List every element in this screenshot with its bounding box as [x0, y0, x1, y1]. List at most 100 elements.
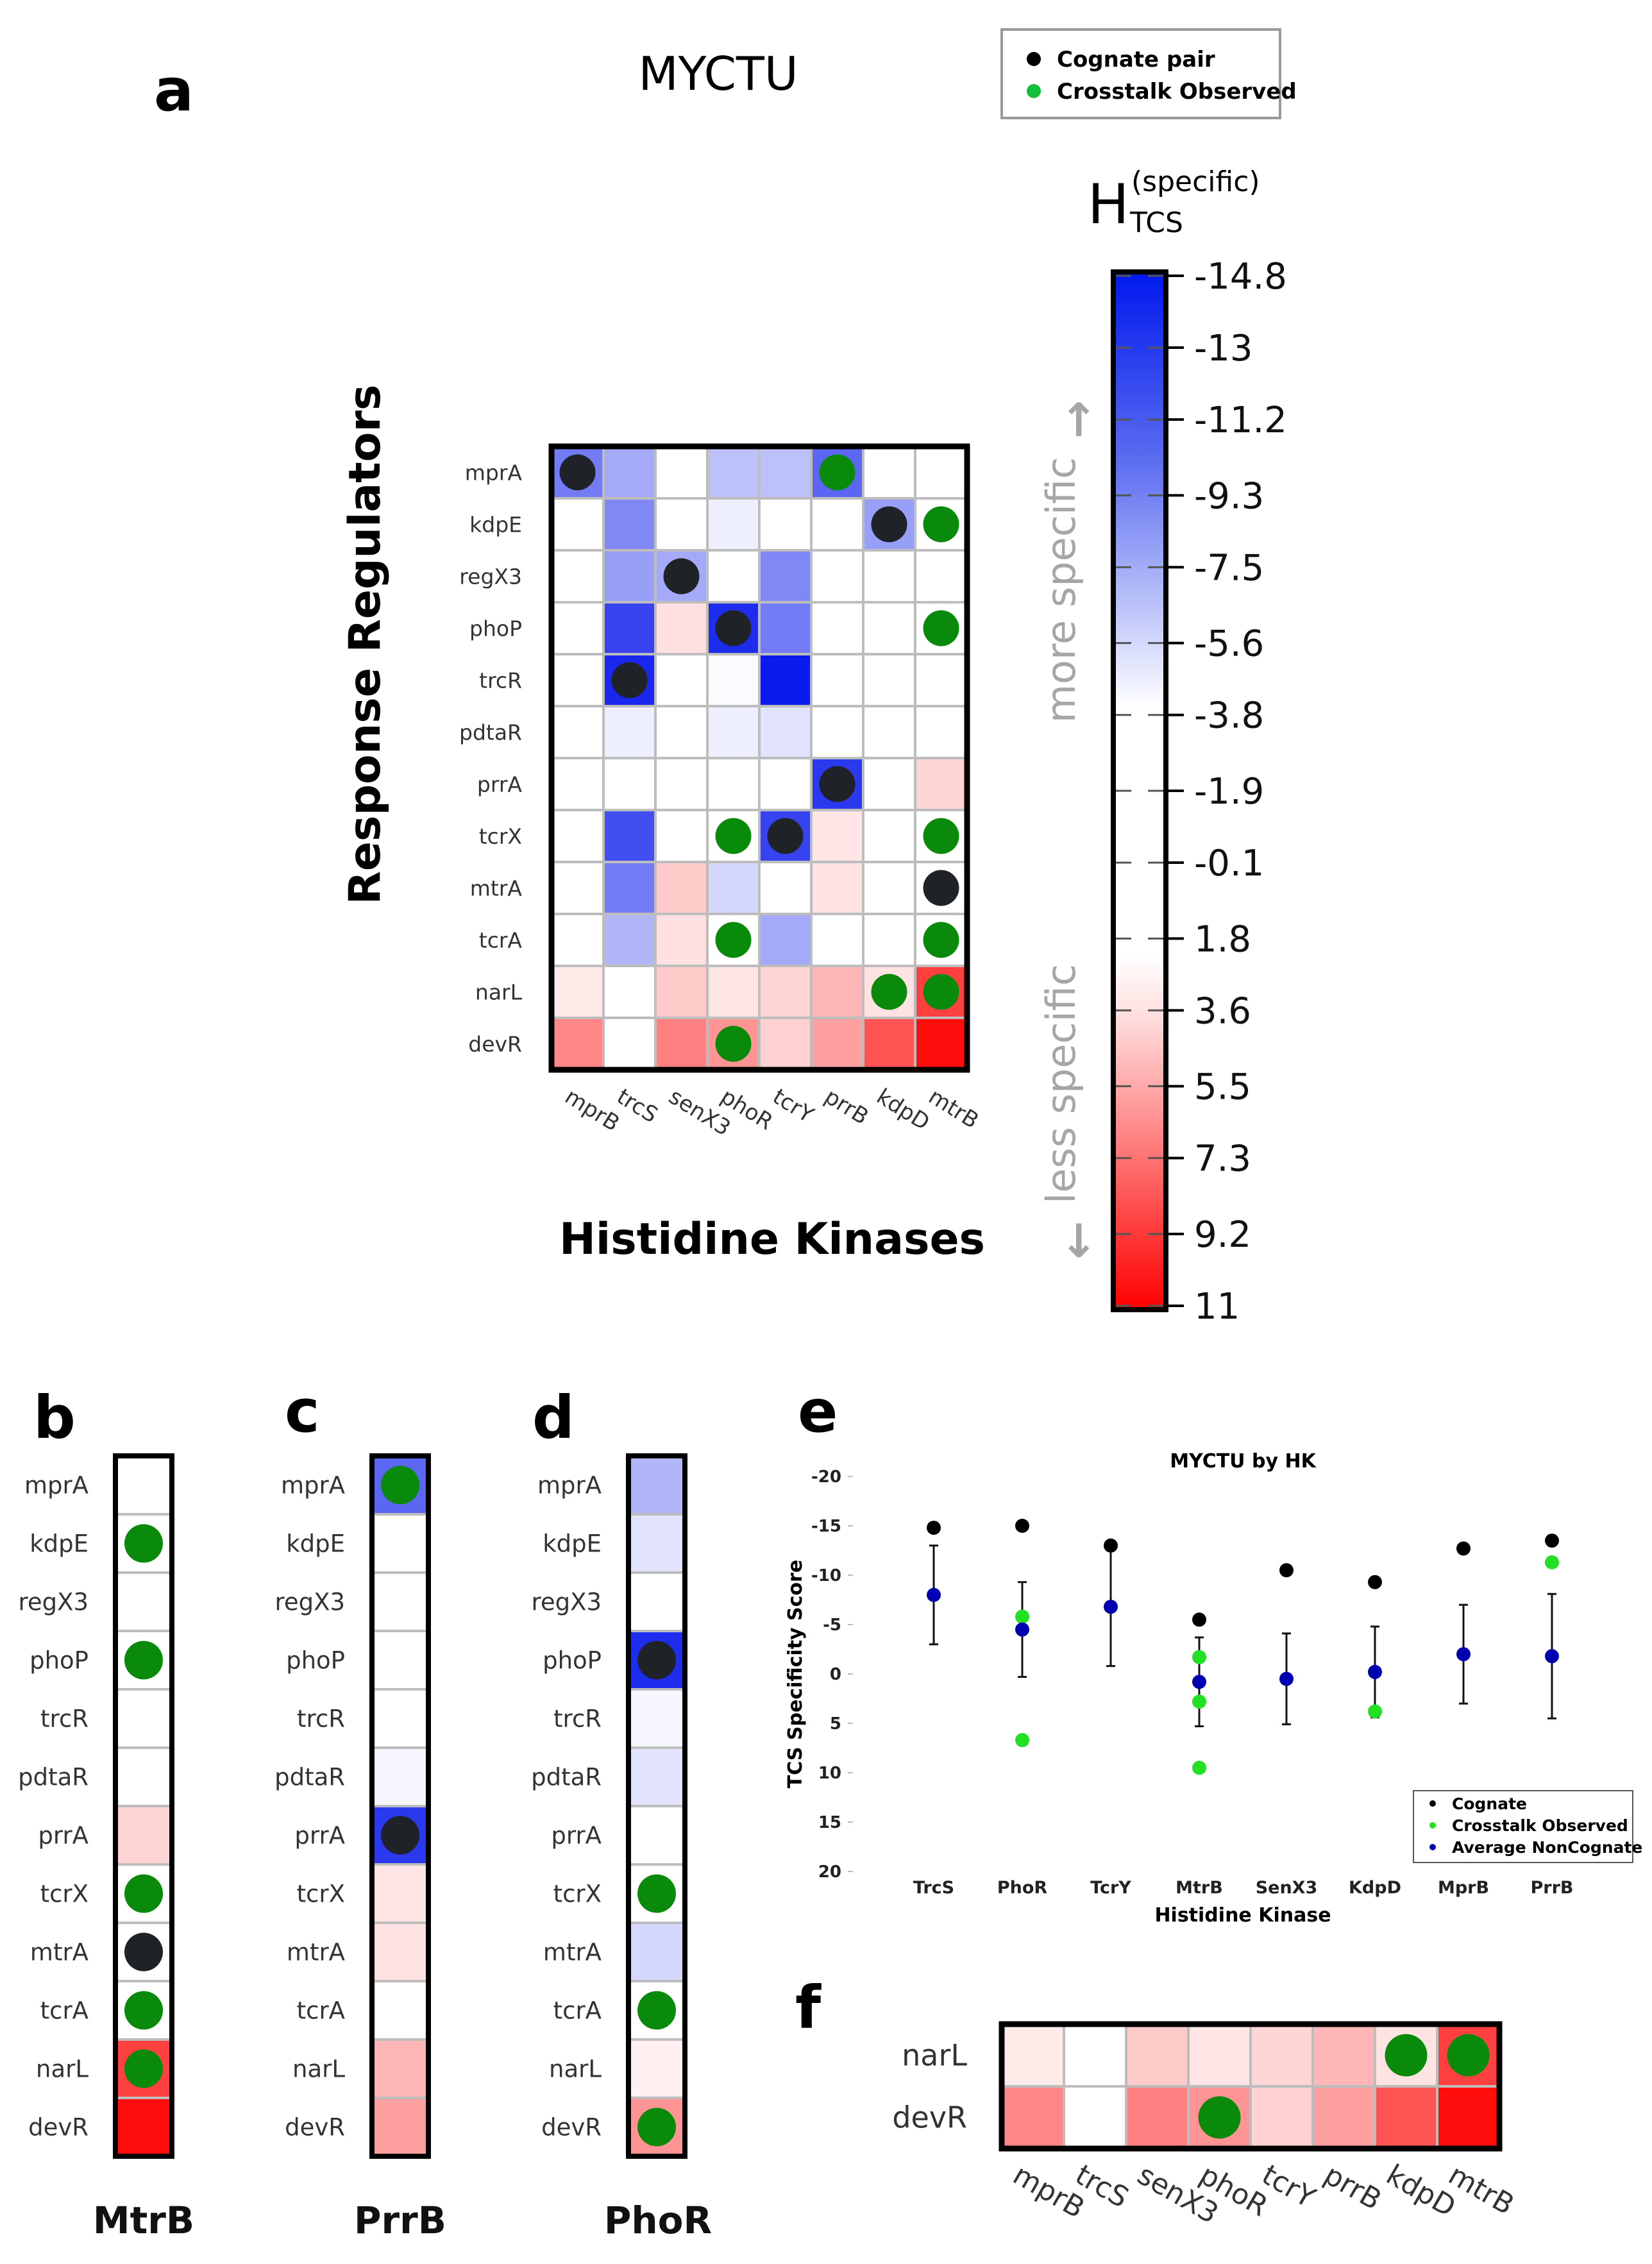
heatmap-a-cell-kdpE-tcrY: [758, 497, 813, 552]
panel-c-cell-regX3: [371, 1571, 430, 1632]
panel-a-title: MYCTU: [638, 47, 798, 101]
panel-d-frame: [626, 1453, 687, 2159]
panel-e-xtick-label-PrrB: PrrB: [1531, 1878, 1574, 1898]
cognate-dot-kdpE-kdpD: [871, 506, 907, 543]
heatmap-f-crosstalk-dot-narL-kdpD: [1385, 2034, 1428, 2077]
legend-cognate-marker: [1027, 52, 1041, 66]
crosstalk-dot-phoP-mtrB: [923, 610, 959, 646]
colorbar-tick-label-9: 1.8: [1194, 918, 1251, 960]
colorbar-tick-label-14: 11: [1194, 1286, 1240, 1328]
colorbar-tick-label-10: 3.6: [1194, 990, 1251, 1032]
colorbar-tick-label-4: -7.5: [1194, 547, 1264, 589]
panel-d-cell-mtrA: [627, 1922, 686, 1982]
heatmap-a-cell-trcR-tcrY: [758, 653, 813, 707]
legend-cognate-label: Cognate pair: [1057, 47, 1215, 72]
panel-b-cognate-dot-mtrA: [124, 1932, 163, 1972]
heatmap-a-cell-tcrX-kdpD: [862, 809, 916, 863]
heatmap-a-cell-narL-phoR: [706, 965, 761, 1019]
heatmap-a-cell-tcrA-prrB: [810, 913, 864, 967]
heatmap-f-row-label-devR: devR: [892, 2100, 967, 2135]
panel-f: narLdevRmprBtrcSsenX3phoRtcrYprrBkdpDmtr…: [892, 2021, 1519, 2231]
heatmap-a-cell-regX3-phoR: [706, 549, 761, 604]
panel-b-crosstalk-dot-tcrX: [124, 1874, 163, 1913]
col-label-tcrY: tcrY: [768, 1084, 818, 1128]
heatmap-a-cell-prrA-senX3: [654, 757, 709, 811]
heatmap-a-frame: [548, 443, 970, 1073]
heatmap-a-cell-phoP-mprB: [550, 601, 605, 655]
panel-e-marks: [927, 1519, 1559, 1775]
panel-e-crosstalk-point-PhoR-1: [1015, 1733, 1029, 1748]
panel-d-row-label-phoP: phoP: [543, 1647, 602, 1675]
heatmap-a-cell-prrA-mprB: [550, 757, 605, 811]
panel-c-row-label-prrA: prrA: [294, 1822, 345, 1850]
row-label-narL: narL: [475, 980, 523, 1005]
heatmap-a-cell-tcrA-kdpD: [862, 913, 916, 967]
panel-e-legend-noncognate-marker: [1429, 1844, 1436, 1850]
heatmap-a-cell-tcrA-mprB: [550, 913, 605, 967]
panel-e-xtick-label-MtrB: MtrB: [1176, 1878, 1223, 1898]
row-label-pdtaR: pdtaR: [459, 720, 522, 745]
panel-b-row-label-narL: narL: [36, 2056, 88, 2083]
heatmap-a-cell-pdtaR-prrB: [810, 705, 864, 759]
colorbar-tick-label-5: -5.6: [1194, 623, 1264, 665]
panel-b-crosstalk-dot-phoP: [124, 1641, 163, 1680]
panel-e-legend-cognate: Cognate: [1452, 1795, 1527, 1813]
panel-c-row-label-tcrX: tcrX: [297, 1880, 345, 1908]
heatmap-a-cell-phoP-senX3: [654, 601, 709, 655]
panel-label-a: a: [154, 56, 194, 124]
panel-e-noncognate-point-PrrB: [1545, 1649, 1559, 1664]
heatmap-a-cell-regX3-trcS: [602, 549, 657, 604]
heatmap-a-cell-narL-trcS: [602, 965, 657, 1019]
panel-e-ytick-label-8: 20: [818, 1863, 841, 1882]
panel-e-crosstalk-point-MtrB-2: [1192, 1650, 1206, 1664]
row-label-tcrA: tcrA: [479, 928, 523, 953]
row-label-prrA: prrA: [477, 772, 523, 797]
colorbar-tick-label-3: -9.3: [1194, 475, 1264, 517]
heatmap-a-cell-prrA-mtrB: [914, 757, 968, 811]
y-axis-title-a: Response Regulators: [340, 384, 391, 904]
heatmap-f-row-label-narL: narL: [902, 2038, 967, 2073]
heatmap-a-cell-pdtaR-kdpD: [862, 705, 916, 759]
row-label-kdpE: kdpE: [469, 512, 522, 537]
panel-d-row-label-narL: narL: [549, 2056, 602, 2083]
heatmap-a-cell-mprA-phoR: [706, 445, 761, 500]
heatmap-a-cell-narL-prrB: [810, 965, 864, 1019]
heatmap-a-cell-pdtaR-mprB: [550, 705, 605, 759]
panel-c-row-label-regX3: regX3: [274, 1589, 345, 1616]
heatmap-f-cell-narL-trcS: [1063, 2023, 1127, 2088]
panel-d-crosstalk-dot-tcrA: [637, 1991, 676, 2030]
panel-b-row-label-kdpE: kdpE: [30, 1530, 88, 1558]
heatmap-a-cell-phoP-trcS: [602, 601, 657, 655]
panel-c-frame: [369, 1453, 431, 2159]
heatmap-a-cell-mtrA-prrB: [810, 861, 864, 915]
row-label-devR: devR: [468, 1032, 522, 1057]
panel-c-row-label-kdpE: kdpE: [286, 1530, 345, 1558]
heatmap-f-cell-devR-tcrY: [1249, 2085, 1314, 2150]
heatmap-a-cell-prrA-phoR: [706, 757, 761, 811]
panel-e-cognate-point-KdpD: [1368, 1575, 1382, 1589]
crosstalk-dot-narL-kdpD: [871, 974, 907, 1010]
cognate-dot-tcrX-tcrY: [767, 818, 804, 854]
heatmap-a-cell-regX3-mtrB: [914, 549, 968, 604]
panel-d-crosstalk-dot-devR: [637, 2108, 676, 2147]
heatmap-a-cell-mtrA-kdpD: [862, 861, 916, 915]
panel-c-cell-devR: [371, 2097, 430, 2158]
panel-d-cell-mprA: [627, 1455, 686, 1516]
panel-c-row-label-phoP: phoP: [286, 1647, 345, 1675]
panel-e-xtick-label-TrcS: TrcS: [913, 1878, 954, 1898]
heatmap-a-cell-trcR-mprB: [550, 653, 605, 707]
panel-e-noncognate-point-KdpD: [1368, 1664, 1382, 1679]
heatmap-f-crosstalk-dot-narL-mtrB: [1447, 2034, 1490, 2077]
crosstalk-dot-narL-mtrB: [923, 974, 959, 1010]
heatmap-a-cell-prrA-tcrY: [758, 757, 813, 811]
panel-e: MYCTU by HK TCS Specificity Score Histid…: [784, 1450, 1642, 1927]
panel-c-cognate-dot-prrA: [381, 1816, 419, 1855]
crosstalk-dot-tcrA-phoR: [715, 922, 752, 958]
heatmap-a-cell-regX3-tcrY: [758, 549, 813, 604]
col-label-mprB: mprB: [560, 1084, 624, 1137]
crosstalk-dot-devR-phoR: [715, 1026, 752, 1062]
crosstalk-dot-tcrA-mtrB: [923, 922, 959, 958]
cognate-dot-mtrA-mtrB: [923, 870, 959, 906]
panel-d-row-label-tcrA: tcrA: [553, 1997, 602, 2025]
x-axis-title-a: Histidine Kinases: [559, 1214, 985, 1265]
